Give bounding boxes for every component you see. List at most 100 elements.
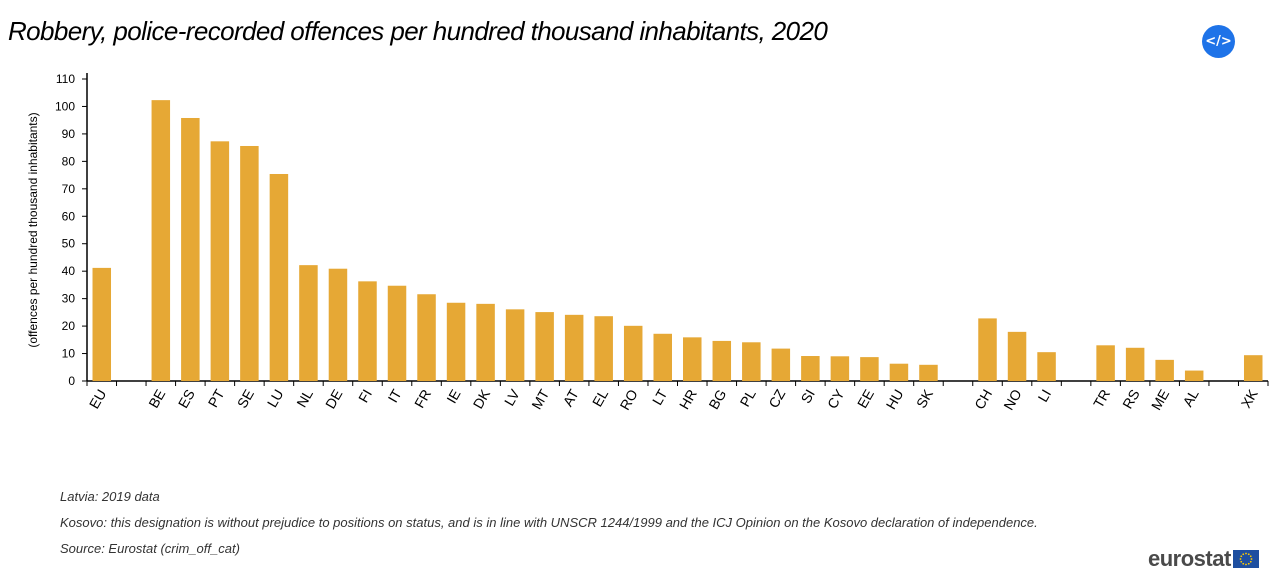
x-tick-label-sk: SK	[913, 386, 937, 411]
bar-it	[387, 285, 407, 381]
x-tick-label-me: ME	[1148, 387, 1172, 413]
bar-li	[1037, 352, 1056, 381]
x-tick-label-pt: PT	[205, 386, 228, 410]
bar-es	[181, 117, 200, 382]
x-tick-label-fr: FR	[411, 387, 434, 411]
bar-de	[328, 268, 348, 381]
bar-si	[801, 356, 820, 381]
bar-ie	[446, 302, 466, 381]
x-tick-label-al: AL	[1179, 386, 1202, 409]
x-tick-label-cy: CY	[824, 386, 848, 411]
y-tick-label: 100	[55, 99, 75, 113]
bar-ee	[860, 357, 879, 381]
bar-fr	[417, 294, 436, 381]
x-tick-label-tr: TR	[1090, 387, 1113, 411]
flag-star	[1250, 558, 1253, 560]
bar-ro	[623, 325, 643, 381]
embed-code-button[interactable]: </>	[1202, 25, 1235, 58]
bar-bg	[712, 340, 732, 381]
x-tick-label-rs: RS	[1119, 387, 1143, 412]
x-tick-label-mt: MT	[528, 386, 552, 412]
flag-star	[1242, 553, 1244, 556]
y-tick-label: 0	[68, 374, 75, 388]
y-tick-label: 50	[62, 237, 76, 251]
flag-star	[1242, 562, 1244, 565]
x-tick-label-li: LI	[1034, 387, 1054, 405]
y-tick-label: 70	[62, 182, 76, 196]
bar-se	[240, 145, 259, 381]
bar-ch	[978, 318, 997, 381]
x-tick-label-bg: BG	[705, 387, 729, 413]
y-tick-label: 110	[56, 72, 75, 86]
bar-cz	[771, 348, 791, 381]
x-tick-label-de: DE	[322, 387, 346, 412]
bar-no	[1007, 331, 1027, 381]
x-tick-label-ro: RO	[616, 386, 640, 412]
x-tick-label-ie: IE	[443, 387, 463, 406]
y-tick-label: 40	[62, 264, 76, 278]
logo-text: eurostat	[1148, 546, 1231, 571]
x-tick-label-el: EL	[589, 386, 612, 409]
eu-flag-icon	[1232, 550, 1259, 568]
bar-xk	[1243, 355, 1263, 381]
chart-title: Robbery, police-recorded offences per hu…	[8, 16, 828, 46]
flag-star	[1247, 562, 1250, 565]
y-tick-label: 10	[62, 347, 76, 361]
eurostat-logo[interactable]: eurostat	[1148, 546, 1259, 572]
x-tick-label-hr: HR	[676, 387, 700, 413]
flag-star	[1239, 558, 1242, 560]
flag-star	[1244, 552, 1247, 555]
y-tick-label: 80	[62, 154, 76, 168]
flag-star	[1249, 560, 1252, 563]
flag-star	[1240, 555, 1242, 558]
x-tick-label-eu: EU	[86, 387, 110, 412]
bar-el	[594, 316, 613, 381]
bar-eu	[92, 267, 112, 381]
bar-fi	[358, 281, 377, 381]
source-note: Source: Eurostat (crim_off_cat)	[60, 541, 240, 556]
x-tick-label-no: NO	[1000, 386, 1024, 412]
note-kosovo: Kosovo: this designation is without prej…	[60, 515, 1038, 530]
flag-star	[1240, 560, 1242, 563]
x-tick-label-fi: FI	[355, 387, 375, 406]
x-tick-label-xk: XK	[1238, 386, 1262, 411]
bar-lt	[653, 333, 672, 381]
bar-nl	[299, 265, 318, 381]
bar-al	[1184, 370, 1204, 381]
x-tick-label-at: AT	[559, 386, 582, 409]
x-tick-label-nl: NL	[293, 386, 316, 410]
bar-be	[151, 100, 171, 381]
bar-lu	[269, 173, 289, 381]
x-tick-label-si: SI	[797, 387, 817, 406]
bar-chart: 0 10 20 30 40 50 60 70 80 90 100 110 (offences per h…	[26, 72, 1269, 413]
x-tick-label-dk: DK	[470, 386, 494, 411]
x-tick-label-lu: LU	[264, 387, 287, 411]
bar-sk	[919, 364, 938, 381]
y-tick-label: 90	[62, 127, 76, 141]
y-tick-label: 30	[62, 292, 76, 306]
x-tick-label-hu: HU	[883, 387, 907, 413]
note-latvia: Latvia: 2019 data	[60, 489, 160, 504]
y-axis-title: (offences per hundred thousand inhabitan…	[26, 112, 40, 347]
bar-tr	[1096, 345, 1115, 381]
x-tick-label-lv: LV	[501, 386, 523, 409]
bar-dk	[476, 303, 495, 381]
y-tick-label: 20	[62, 319, 76, 333]
x-tick-label-ee: EE	[854, 387, 877, 411]
y-tick-label: 60	[62, 209, 76, 223]
x-tick-label-be: BE	[145, 387, 168, 411]
bar-hu	[889, 363, 909, 381]
x-tick-label-cz: CZ	[765, 386, 788, 411]
x-tick-label-ch: CH	[971, 387, 995, 413]
x-tick-label-pl: PL	[736, 386, 759, 409]
flag-star	[1247, 553, 1250, 556]
x-tick-label-lt: LT	[649, 386, 671, 408]
bar-rs	[1125, 347, 1145, 381]
bar-cy	[830, 356, 850, 381]
x-tick-label-it: IT	[385, 386, 405, 405]
x-tick-label-se: SE	[234, 387, 257, 411]
flag-star	[1244, 563, 1247, 566]
bar-pl	[742, 342, 761, 381]
flag-star	[1249, 555, 1252, 558]
bar-mt	[535, 312, 554, 381]
